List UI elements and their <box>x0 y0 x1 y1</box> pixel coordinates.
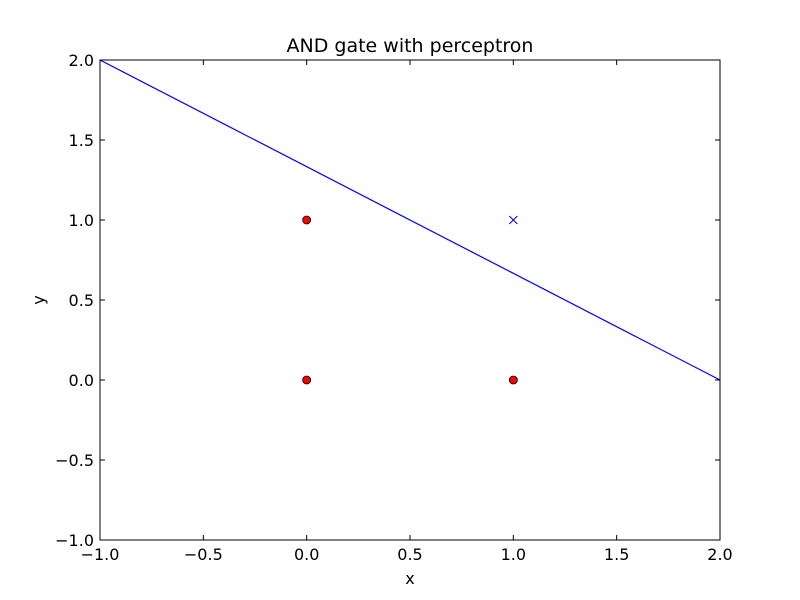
x-tick-label: −0.5 <box>184 545 223 564</box>
x-tick-label: 1.0 <box>501 545 526 564</box>
y-tick-label: 1.0 <box>69 211 94 230</box>
y-tick-label: −1.0 <box>55 531 94 550</box>
y-tick-label: 0.5 <box>69 291 94 310</box>
chart-title: AND gate with perceptron <box>287 35 534 57</box>
data-point-circle <box>302 375 312 385</box>
x-tick-label: −1.0 <box>81 545 120 564</box>
y-tick-label: −0.5 <box>55 451 94 470</box>
data-point-circle <box>508 375 518 385</box>
x-tick-label: 0.0 <box>294 545 319 564</box>
y-tick-label: 2.0 <box>69 51 94 70</box>
y-tick-label: 0.0 <box>69 371 94 390</box>
data-point-circle <box>302 215 312 225</box>
decision-boundary-line <box>99 59 721 381</box>
y-tick-label: 1.5 <box>69 131 94 150</box>
plot-area: −1.0 −0.5 0.0 0.5 1.0 1.5 2.0 −1.0 −0.5 0.0 0.5 1.0… <box>55 51 733 564</box>
x-tick-label: 1.5 <box>604 545 629 564</box>
x-axis-label: x <box>405 569 414 588</box>
data-point-x <box>508 215 518 225</box>
x-tick-label: 2.0 <box>707 545 732 564</box>
y-axis-label: y <box>29 295 48 304</box>
x-tick-label: 0.5 <box>397 545 422 564</box>
